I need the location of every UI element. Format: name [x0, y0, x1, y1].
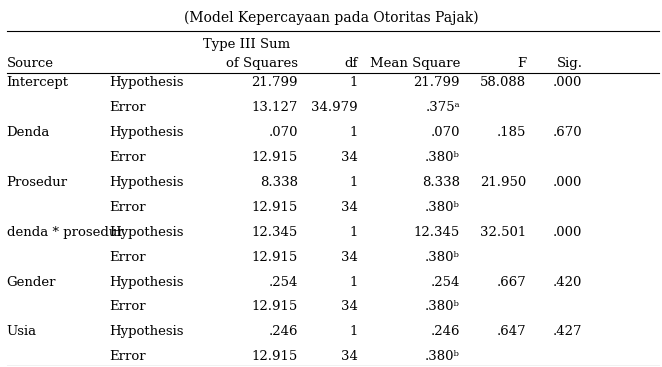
Text: .254: .254	[431, 276, 460, 288]
Text: .000: .000	[553, 226, 583, 239]
Text: 34: 34	[341, 251, 357, 264]
Text: 21.799: 21.799	[414, 76, 460, 89]
Text: .185: .185	[497, 126, 526, 139]
Text: denda * prosedur: denda * prosedur	[7, 226, 123, 239]
Text: 1: 1	[349, 326, 357, 338]
Text: 34: 34	[341, 301, 357, 313]
Text: Error: Error	[109, 151, 146, 164]
Text: 12.915: 12.915	[252, 151, 298, 164]
Text: .375ᵃ: .375ᵃ	[426, 101, 460, 114]
Text: 34: 34	[341, 151, 357, 164]
Text: .380ᵇ: .380ᵇ	[425, 350, 460, 363]
Text: .254: .254	[269, 276, 298, 288]
Text: Hypothesis: Hypothesis	[109, 226, 184, 239]
Text: 58.088: 58.088	[480, 76, 526, 89]
Text: 8.338: 8.338	[422, 176, 460, 189]
Text: 12.915: 12.915	[252, 201, 298, 214]
Text: .647: .647	[496, 326, 526, 338]
Text: Error: Error	[109, 301, 146, 313]
Text: Intercept: Intercept	[7, 76, 69, 89]
Text: (Model Kepercayaan pada Otoritas Pajak): (Model Kepercayaan pada Otoritas Pajak)	[183, 11, 479, 25]
Text: .380ᵇ: .380ᵇ	[425, 201, 460, 214]
Text: 12.915: 12.915	[252, 350, 298, 363]
Text: .420: .420	[553, 276, 583, 288]
Text: 1: 1	[349, 126, 357, 139]
Text: df: df	[344, 57, 357, 70]
Text: 21.799: 21.799	[252, 76, 298, 89]
Text: Type III Sum: Type III Sum	[203, 39, 290, 51]
Text: Denda: Denda	[7, 126, 50, 139]
Text: Hypothesis: Hypothesis	[109, 276, 184, 288]
Text: .427: .427	[553, 326, 583, 338]
Text: .070: .070	[430, 126, 460, 139]
Text: 34: 34	[341, 201, 357, 214]
Text: Hypothesis: Hypothesis	[109, 176, 184, 189]
Text: of Squares: of Squares	[226, 57, 298, 70]
Text: 34.979: 34.979	[311, 101, 357, 114]
Text: 8.338: 8.338	[260, 176, 298, 189]
Text: Error: Error	[109, 251, 146, 264]
Text: .667: .667	[496, 276, 526, 288]
Text: 12.915: 12.915	[252, 251, 298, 264]
Text: .000: .000	[553, 176, 583, 189]
Text: Sig.: Sig.	[557, 57, 583, 70]
Text: Error: Error	[109, 101, 146, 114]
Text: Prosedur: Prosedur	[7, 176, 68, 189]
Text: .246: .246	[268, 326, 298, 338]
Text: 12.345: 12.345	[414, 226, 460, 239]
Text: .380ᵇ: .380ᵇ	[425, 151, 460, 164]
Text: 1: 1	[349, 176, 357, 189]
Text: .000: .000	[553, 76, 583, 89]
Text: 32.501: 32.501	[480, 226, 526, 239]
Text: .670: .670	[553, 126, 583, 139]
Text: Usia: Usia	[7, 326, 37, 338]
Text: .380ᵇ: .380ᵇ	[425, 301, 460, 313]
Text: 1: 1	[349, 226, 357, 239]
Text: Hypothesis: Hypothesis	[109, 76, 184, 89]
Text: F: F	[517, 57, 526, 70]
Text: 12.345: 12.345	[252, 226, 298, 239]
Text: Error: Error	[109, 350, 146, 363]
Text: 1: 1	[349, 76, 357, 89]
Text: 21.950: 21.950	[480, 176, 526, 189]
Text: Mean Square: Mean Square	[369, 57, 460, 70]
Text: .380ᵇ: .380ᵇ	[425, 251, 460, 264]
Text: 1: 1	[349, 276, 357, 288]
Text: .246: .246	[430, 326, 460, 338]
Text: 13.127: 13.127	[252, 101, 298, 114]
Text: Gender: Gender	[7, 276, 56, 288]
Text: 34: 34	[341, 350, 357, 363]
Text: Hypothesis: Hypothesis	[109, 326, 184, 338]
Text: 12.915: 12.915	[252, 301, 298, 313]
Text: Hypothesis: Hypothesis	[109, 126, 184, 139]
Text: .070: .070	[268, 126, 298, 139]
Text: Source: Source	[7, 57, 54, 70]
Text: Error: Error	[109, 201, 146, 214]
